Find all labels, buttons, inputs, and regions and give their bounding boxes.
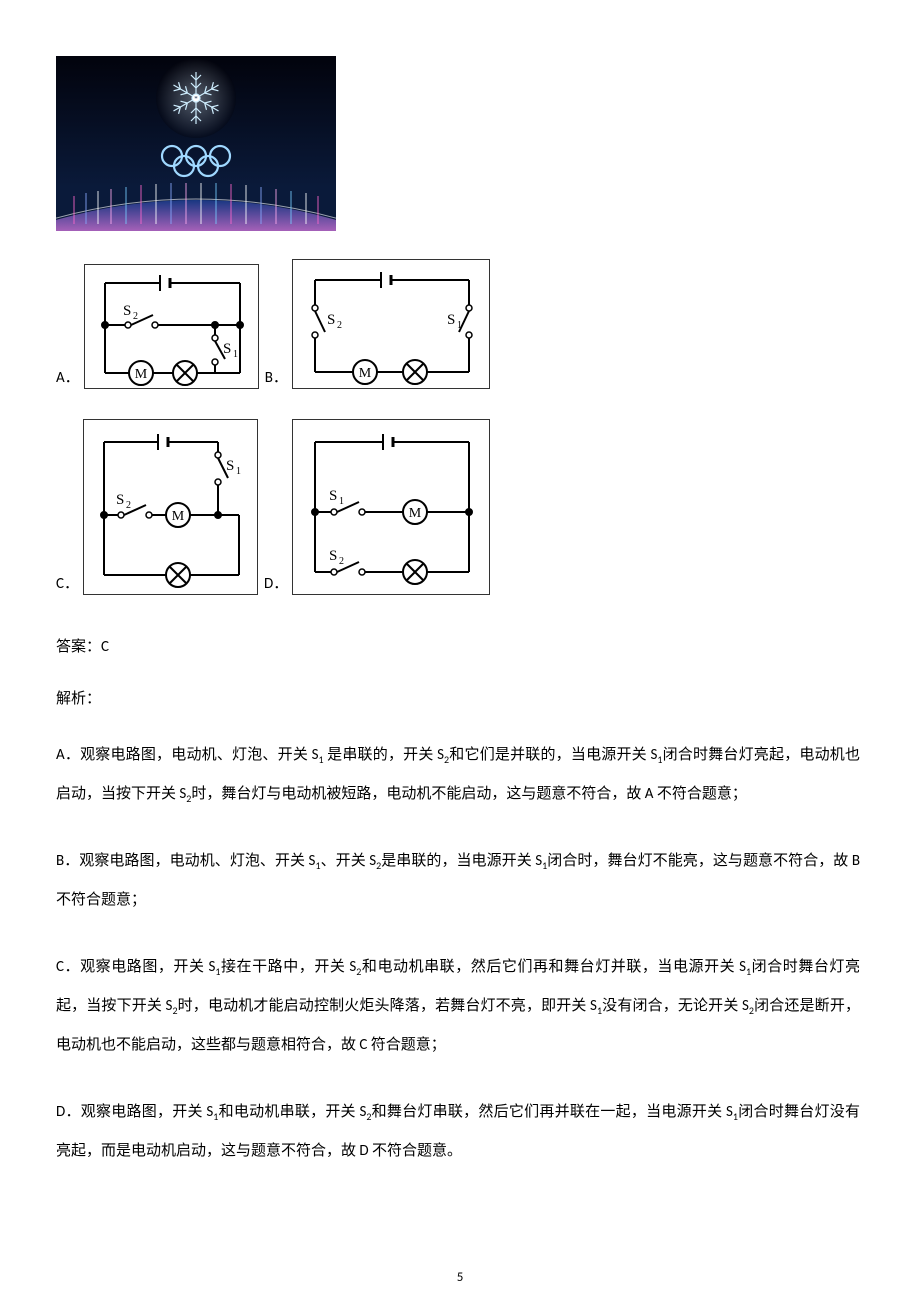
svg-text:S: S (116, 492, 124, 508)
svg-text:S: S (223, 341, 231, 357)
svg-text:1: 1 (236, 466, 241, 477)
explanation-c: C．观察电路图，开关 S1接在干路中，开关 S2和电动机串联，然后它们再和舞台灯… (56, 948, 860, 1065)
circuit-b: M S2 S1 (292, 259, 490, 389)
explanation-a: A．观察电路图，电动机、灯泡、开关 S1 是串联的，开关 S2和它们是并联的，当… (56, 736, 860, 814)
svg-text:M: M (134, 367, 147, 382)
explanation-b: B．观察电路图，电动机、灯泡、开关 S1、开关 S2是串联的，当电源开关 S1闭… (56, 842, 860, 920)
label-d: D． (264, 572, 288, 593)
label-a: A． (56, 366, 80, 387)
choice-row-cd: C． (56, 419, 860, 595)
svg-text:S: S (327, 312, 335, 328)
answer-value: C (101, 638, 109, 656)
svg-text:1: 1 (233, 349, 238, 360)
svg-text:S: S (329, 548, 337, 564)
svg-text:*: * (194, 95, 198, 103)
svg-text:S: S (329, 488, 337, 504)
explanation-d: D．观察电路图，开关 S1和电动机串联，开关 S2和舞台灯串联，然后它们再并联在… (56, 1093, 860, 1171)
answer-line: 答案：C (56, 635, 860, 659)
circuit-c: M S2 S1 (83, 419, 258, 595)
circuit-a: M S2 S1 (84, 264, 259, 389)
olympics-photo: * (56, 56, 336, 231)
svg-text:M: M (172, 509, 185, 524)
label-b: B． (265, 366, 288, 387)
svg-text:2: 2 (126, 500, 131, 511)
svg-text:S: S (447, 312, 455, 328)
svg-text:2: 2 (133, 311, 138, 322)
svg-text:M: M (409, 506, 422, 521)
svg-text:2: 2 (337, 320, 342, 331)
analysis-label: 解析： (56, 687, 860, 708)
answer-label: 答案： (56, 638, 101, 656)
svg-text:M: M (359, 366, 372, 381)
choice-row-ab: A． (56, 259, 860, 389)
circuit-d: M S1 S2 (292, 419, 490, 595)
svg-text:S: S (123, 303, 131, 319)
page-number: 5 (0, 1270, 920, 1285)
label-c: C． (56, 572, 79, 593)
svg-text:2: 2 (339, 556, 344, 567)
svg-text:1: 1 (457, 320, 462, 331)
svg-text:1: 1 (339, 496, 344, 507)
svg-text:S: S (226, 458, 234, 474)
